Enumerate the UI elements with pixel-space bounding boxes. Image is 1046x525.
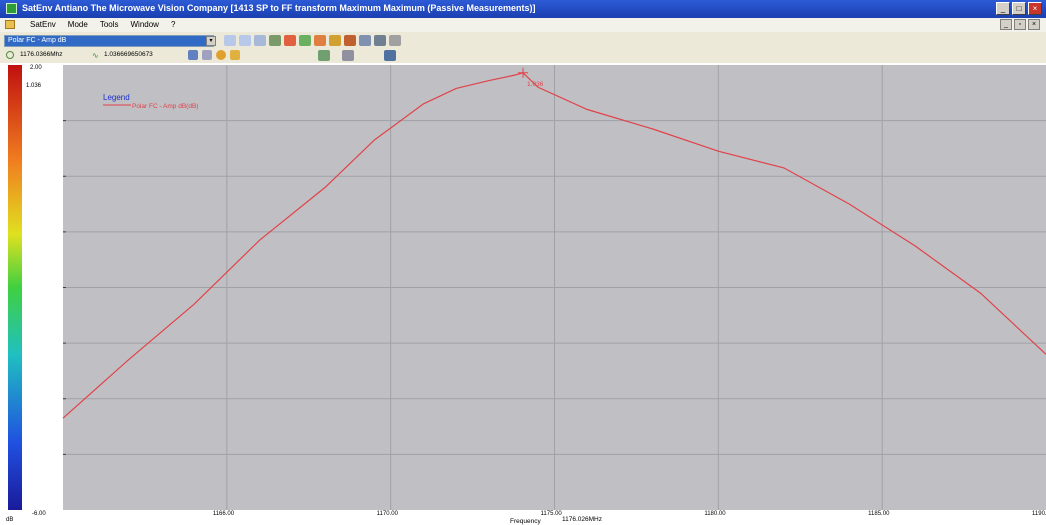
colorbar-peak-label: 1.036 xyxy=(26,83,42,89)
x-tick-label: 1170.00 xyxy=(377,511,399,517)
minimize-button[interactable]: _ xyxy=(996,2,1010,15)
menu-mode[interactable]: Mode xyxy=(67,20,88,29)
x-tick-label: 1166.00 xyxy=(213,511,235,517)
x-readout-label: 1176.026MHz xyxy=(562,516,602,523)
menu-satenv[interactable]: SatEnv xyxy=(30,20,56,29)
colorbar-unit-label: dB xyxy=(6,517,13,523)
marker-label: 1.036 xyxy=(527,81,544,88)
mdi-restore-button[interactable]: ▫ xyxy=(1014,19,1026,30)
colorbar xyxy=(8,65,22,510)
title-bar: SatEnv Antiano The Microwave Vision Comp… xyxy=(0,0,1046,18)
marker-icon[interactable] xyxy=(314,35,326,46)
amplitude-readout: 1.036669650673 xyxy=(104,51,153,58)
y-axis-labels xyxy=(63,120,66,455)
plot-area: 2.00 1.036 -6.00 dB 1166.00 1170.00 1175.0… xyxy=(0,63,1046,525)
chevron-down-icon[interactable]: ▾ xyxy=(206,36,216,46)
legend-title: Legend xyxy=(103,93,130,102)
grid-icon[interactable] xyxy=(188,50,198,60)
grid-lines xyxy=(63,65,1046,510)
menu-tools[interactable]: Tools xyxy=(99,20,119,29)
maximize-button[interactable]: □ xyxy=(1012,2,1026,15)
peak-marker[interactable]: 1.036 xyxy=(518,67,544,88)
rotate-cw-icon[interactable] xyxy=(284,35,296,46)
x-tick-label: 1190.00 xyxy=(1032,511,1046,517)
window-title: SatEnv Antiano The Microwave Vision Comp… xyxy=(22,3,536,13)
amplitude-icon: ∿ xyxy=(92,51,99,60)
amplitude-chart[interactable]: 2.00 1.036 -6.00 dB 1166.00 1170.00 1175.0… xyxy=(0,63,1046,525)
main-toolbar: Polar FC - Amp dB ▾ xyxy=(0,33,1046,49)
book-icon[interactable] xyxy=(374,35,386,46)
frequency-readout: 1176.0366Mhz xyxy=(20,51,63,58)
x-axis-title: Frequency xyxy=(510,518,541,525)
colorbar-max-label: 2.00 xyxy=(30,65,42,71)
zoom-box-icon[interactable] xyxy=(254,35,266,46)
series-layer xyxy=(62,72,1046,419)
app-icon xyxy=(6,3,17,14)
zoom-in-icon[interactable] xyxy=(224,35,236,46)
series-line xyxy=(62,72,1046,419)
menu-window[interactable]: Window xyxy=(130,20,159,29)
table-icon[interactable] xyxy=(269,35,281,46)
document-icon xyxy=(5,20,15,29)
marker-next-icon[interactable] xyxy=(329,35,341,46)
layout-icon[interactable] xyxy=(202,50,212,60)
x-axis-labels: 1166.00 1170.00 1175.00 1180.00 1185.00 1190.… xyxy=(213,511,1046,517)
frequency-icon xyxy=(6,51,14,59)
mdi-close-button[interactable]: × xyxy=(1028,19,1040,30)
x-tick-label: 1175.00 xyxy=(541,511,563,517)
export-icon[interactable] xyxy=(342,50,354,61)
menu-bar: SatEnv Mode Tools Window ? _ ▫ × xyxy=(0,18,1046,32)
zoom-out-icon[interactable] xyxy=(239,35,251,46)
colorbar-min-label: -6.00 xyxy=(32,511,46,517)
close-button[interactable]: × xyxy=(1028,2,1042,15)
color-icon[interactable] xyxy=(230,50,240,60)
settings-icon[interactable] xyxy=(216,50,226,60)
x-tick-label: 1185.00 xyxy=(868,511,890,517)
x-tick-label: 1180.00 xyxy=(704,511,726,517)
print-icon[interactable] xyxy=(389,35,401,46)
menu-help[interactable]: ? xyxy=(170,20,176,29)
mdi-minimize-button[interactable]: _ xyxy=(1000,19,1012,30)
legend-series-label: Polar FC - Amp dB(dB) xyxy=(132,103,198,110)
readout-toolbar: 1176.0366Mhz ∿ 1.036669650673 xyxy=(0,49,1046,63)
chart-type-icon[interactable] xyxy=(318,50,330,61)
measurement-select[interactable]: Polar FC - Amp dB xyxy=(4,35,214,47)
print-preview-icon[interactable] xyxy=(359,35,371,46)
marker-prev-icon[interactable] xyxy=(344,35,356,46)
rotate-ccw-icon[interactable] xyxy=(299,35,311,46)
save-icon[interactable] xyxy=(384,50,396,61)
